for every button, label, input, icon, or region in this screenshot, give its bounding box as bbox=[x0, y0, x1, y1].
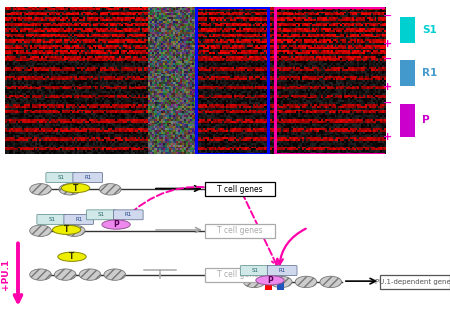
Text: S1: S1 bbox=[422, 25, 437, 35]
Text: P: P bbox=[267, 276, 273, 285]
Text: +: + bbox=[382, 39, 392, 49]
FancyBboxPatch shape bbox=[46, 173, 76, 183]
FancyBboxPatch shape bbox=[64, 214, 94, 224]
Bar bbox=[400, 104, 415, 136]
Bar bbox=[265, 282, 272, 290]
Text: S1: S1 bbox=[98, 212, 105, 217]
Text: P: P bbox=[113, 220, 119, 229]
Text: P: P bbox=[422, 115, 430, 125]
Text: +: + bbox=[382, 132, 392, 142]
Ellipse shape bbox=[320, 276, 342, 288]
Ellipse shape bbox=[99, 184, 121, 195]
FancyBboxPatch shape bbox=[86, 210, 116, 220]
Ellipse shape bbox=[58, 252, 86, 261]
Ellipse shape bbox=[243, 276, 265, 288]
Ellipse shape bbox=[30, 269, 51, 280]
Ellipse shape bbox=[63, 225, 85, 237]
Text: T cell genes: T cell genes bbox=[217, 226, 262, 235]
Bar bbox=[400, 60, 415, 86]
Text: T: T bbox=[64, 225, 69, 234]
Text: R1: R1 bbox=[84, 175, 91, 180]
FancyBboxPatch shape bbox=[205, 182, 274, 196]
Text: +: + bbox=[382, 82, 392, 92]
FancyBboxPatch shape bbox=[113, 210, 143, 220]
Text: −: − bbox=[382, 11, 392, 21]
Ellipse shape bbox=[62, 183, 90, 193]
Text: T cell genes: T cell genes bbox=[217, 270, 262, 279]
Ellipse shape bbox=[102, 220, 130, 229]
Text: PU.1-dependent genes: PU.1-dependent genes bbox=[375, 279, 450, 285]
Bar bbox=[277, 282, 284, 290]
FancyBboxPatch shape bbox=[205, 268, 274, 281]
Ellipse shape bbox=[59, 184, 81, 195]
Ellipse shape bbox=[270, 276, 292, 288]
Bar bbox=[196, 6, 268, 154]
FancyBboxPatch shape bbox=[380, 275, 450, 289]
Ellipse shape bbox=[30, 184, 51, 195]
Ellipse shape bbox=[54, 269, 76, 280]
FancyBboxPatch shape bbox=[73, 173, 103, 183]
Text: R1: R1 bbox=[75, 217, 82, 222]
Ellipse shape bbox=[256, 276, 284, 285]
Text: −: − bbox=[382, 54, 392, 64]
Ellipse shape bbox=[295, 276, 317, 288]
Text: T: T bbox=[73, 184, 78, 192]
Text: R1: R1 bbox=[422, 68, 437, 78]
Text: S1: S1 bbox=[57, 175, 64, 180]
Text: T: T bbox=[69, 252, 75, 261]
Ellipse shape bbox=[79, 269, 101, 280]
FancyBboxPatch shape bbox=[37, 214, 67, 224]
Bar bbox=[400, 17, 415, 44]
Text: S1: S1 bbox=[252, 268, 259, 273]
Bar bbox=[275, 6, 386, 154]
Text: +PU.1: +PU.1 bbox=[1, 259, 10, 290]
Text: R1: R1 bbox=[279, 268, 286, 273]
Text: −: − bbox=[382, 98, 392, 108]
Ellipse shape bbox=[30, 225, 51, 237]
FancyBboxPatch shape bbox=[267, 266, 297, 276]
FancyBboxPatch shape bbox=[240, 266, 270, 276]
Text: R1: R1 bbox=[125, 212, 132, 217]
Text: T cell genes: T cell genes bbox=[217, 185, 262, 194]
Ellipse shape bbox=[104, 269, 126, 280]
Ellipse shape bbox=[52, 225, 81, 234]
FancyBboxPatch shape bbox=[205, 224, 274, 238]
Text: S1: S1 bbox=[48, 217, 55, 222]
